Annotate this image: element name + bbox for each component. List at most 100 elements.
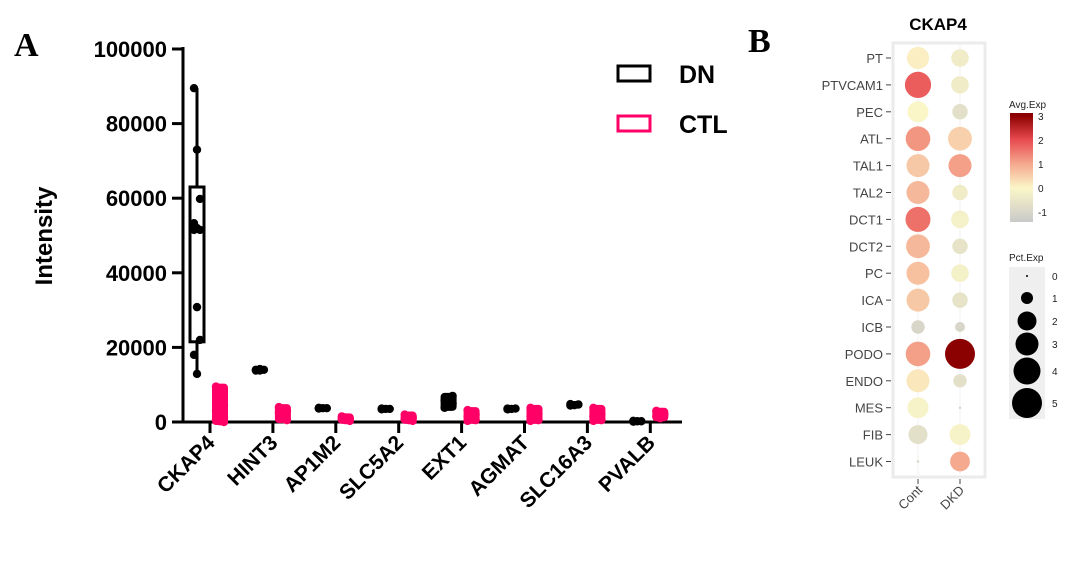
plot-panel	[891, 41, 987, 479]
data-point-ctl	[345, 416, 354, 426]
data-point-dn	[385, 404, 394, 414]
size-legend-tick: 4	[1052, 367, 1058, 378]
dot-endo-cont	[906, 369, 930, 393]
legend-swatch-ctl	[616, 114, 652, 133]
row-label: ICB	[861, 320, 883, 335]
data-point-dn	[448, 391, 457, 401]
data-point-dn	[192, 145, 202, 154]
dot-ica-dkd	[952, 292, 968, 308]
data-point-dn	[377, 404, 386, 413]
size-legend-tick: 5	[1052, 399, 1058, 410]
row-label: MES	[855, 401, 884, 416]
data-point-ctl	[408, 416, 417, 426]
data-point-dn	[566, 399, 575, 409]
color-legend-tick: 2	[1038, 136, 1044, 147]
legend-label-dn: DN	[679, 61, 715, 89]
x-tick-label-hint3: HINT3	[223, 431, 282, 490]
dot-pc-dkd	[951, 264, 969, 283]
row-label: ICA	[861, 293, 883, 308]
panel-label-b: B	[748, 23, 771, 60]
dot-tal1-cont	[906, 154, 930, 178]
data-point-ctl	[526, 416, 535, 426]
data-point-ctl	[463, 416, 472, 426]
panel-label-a: A	[14, 27, 39, 64]
panel-a-boxplot: 0 20000 40000 60000 80000 100000 Intensity CKAP…	[31, 37, 728, 513]
col-label: Cont	[895, 482, 925, 512]
dot-atl-dkd	[948, 126, 972, 151]
color-legend-title: Avg.Exp	[1009, 100, 1046, 111]
data-point-dn	[189, 225, 199, 235]
row-label: PEC	[856, 105, 883, 120]
x-tick-label-slc5a2: SLC5A2	[335, 431, 408, 504]
size-legend-tick: 0	[1052, 272, 1058, 283]
data-point-ctl	[219, 401, 229, 410]
size-legend-tick: 2	[1052, 317, 1058, 328]
panel-b-dotplot: CKAP4 PT PTVCAM1 PEC ATL TAL1 TAL2 DCT1 DCT2 PC IC…	[822, 15, 1058, 513]
row-label: PT	[866, 51, 883, 66]
dot-icb-cont	[911, 320, 925, 334]
size-legend-tick: 3	[1052, 340, 1058, 351]
dot-fib-cont	[908, 425, 928, 445]
data-point-dn	[629, 416, 638, 426]
dot-dct1-dkd	[951, 210, 969, 229]
data-point-ctl	[534, 415, 543, 425]
data-point-dn	[511, 404, 520, 413]
legend-swatch-dn	[616, 64, 652, 83]
size-legend-dot	[1021, 292, 1033, 304]
data-point-ctl	[471, 415, 480, 425]
dotplot-title: CKAP4	[909, 15, 967, 34]
dot-mes-dkd	[958, 406, 962, 409]
size-legend-tick: 1	[1052, 294, 1058, 305]
data-point-dn	[637, 417, 646, 426]
dot-mes-cont	[907, 397, 929, 419]
y-tick-label: 0	[155, 410, 167, 435]
dot-leuk-cont	[916, 460, 920, 463]
data-point-ctl	[219, 417, 229, 427]
x-tick-label-pvalb: PVALB	[594, 431, 659, 496]
dot-pc-cont	[906, 261, 930, 285]
color-legend-tick: 1	[1038, 160, 1044, 171]
dot-tal2-dkd	[952, 184, 968, 201]
dot-tal1-dkd	[948, 154, 972, 178]
dot-tal2-cont	[906, 181, 930, 204]
row-label: PC	[865, 266, 883, 281]
x-tick-label-ckap4: CKAP4	[153, 431, 220, 498]
data-point-dn	[314, 403, 323, 413]
size-legend-dot	[1013, 357, 1041, 385]
data-point-dn	[574, 400, 583, 409]
color-bar	[1010, 113, 1033, 222]
row-label: ATL	[860, 132, 883, 147]
dot-pec-dkd	[952, 104, 968, 120]
data-point-dn	[189, 83, 199, 93]
data-point-ctl	[211, 382, 221, 391]
size-legend-dot	[1012, 388, 1042, 418]
y-axis-title: Intensity	[31, 186, 58, 285]
y-tick-label: 40000	[106, 261, 167, 286]
dot-icb-dkd	[955, 322, 965, 332]
row-label: TAL1	[853, 159, 883, 174]
data-point-dn	[503, 404, 512, 413]
legend-label-ctl: CTL	[679, 111, 728, 139]
y-tick-label: 20000	[106, 335, 167, 360]
data-point-dn	[255, 364, 265, 374]
data-point-ctl	[282, 415, 292, 425]
dot-atl-cont	[905, 126, 931, 151]
dot-dct2-dkd	[952, 238, 968, 255]
dot-podo-cont	[905, 341, 931, 367]
size-legend-dot	[1026, 275, 1028, 277]
dot-leuk-dkd	[950, 451, 970, 472]
box	[188, 185, 206, 344]
data-point-dn	[192, 369, 202, 379]
data-point-ctl	[215, 393, 225, 402]
data-point-ctl	[656, 414, 665, 423]
dot-pt-cont	[906, 46, 930, 70]
row-label: DCT2	[849, 239, 883, 254]
dot-ica-cont	[906, 288, 930, 312]
dot-ptvcam1-cont	[904, 71, 932, 98]
color-legend-tick: -1	[1038, 208, 1047, 219]
color-legend-tick: 3	[1038, 112, 1044, 123]
data-point-ctl	[597, 415, 606, 425]
dot-fib-dkd	[949, 424, 971, 446]
row-label: TAL2	[853, 186, 883, 201]
